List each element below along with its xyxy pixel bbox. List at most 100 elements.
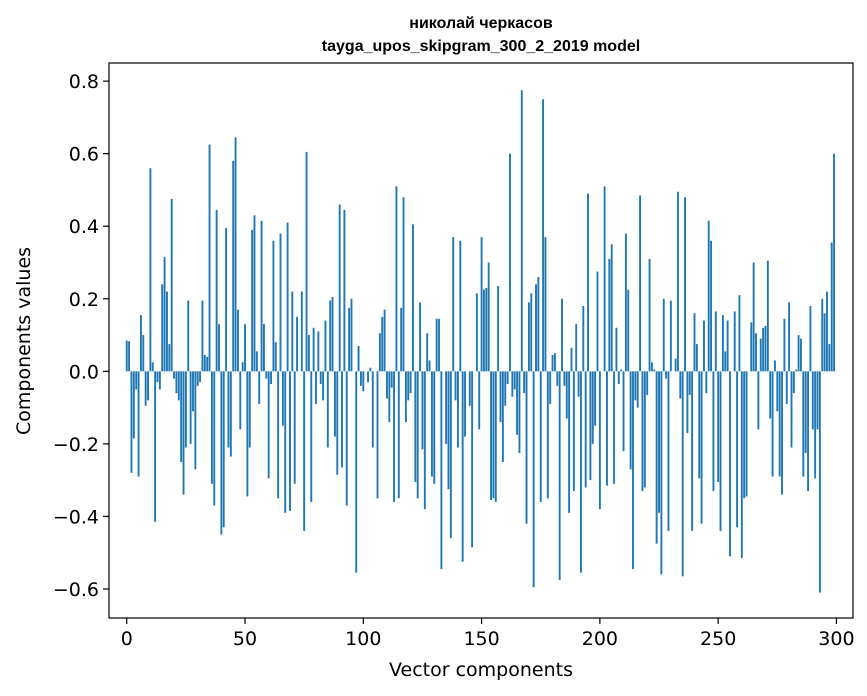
- bar-166: [518, 371, 521, 453]
- bar-257: [733, 311, 736, 372]
- bar-19: [170, 199, 173, 372]
- x-tick-label: 50: [233, 628, 257, 650]
- x-tick-label: 0: [121, 628, 133, 650]
- bar-95: [350, 298, 353, 372]
- y-tick-label: 0.6: [69, 144, 99, 166]
- bar-176: [542, 99, 545, 372]
- bar-67: [284, 371, 287, 513]
- bar-168: [523, 371, 526, 394]
- bar-1: [128, 341, 131, 372]
- bar-127: [426, 333, 429, 372]
- bar-260: [740, 371, 743, 559]
- bar-21: [175, 371, 178, 394]
- bar-145: [468, 371, 471, 406]
- bar-261: [743, 371, 746, 499]
- bar-76: [305, 151, 308, 372]
- bar-113: [393, 371, 396, 502]
- bar-61: [270, 371, 272, 385]
- bar-287: [804, 371, 807, 453]
- bar-94: [348, 307, 351, 372]
- bar-159: [501, 371, 504, 463]
- bar-110: [386, 371, 388, 399]
- bar-234: [679, 371, 682, 399]
- bar-104: [371, 371, 374, 448]
- bar-2: [130, 371, 133, 473]
- bar-78: [310, 371, 313, 502]
- bar-264: [750, 322, 753, 372]
- bar-81: [317, 331, 320, 372]
- bar-271: [766, 260, 769, 372]
- bar-219: [643, 371, 646, 488]
- bar-49: [241, 362, 244, 372]
- y-axis-label: Components values: [13, 247, 35, 435]
- bar-62: [272, 240, 275, 372]
- bar-155: [492, 371, 495, 499]
- bar-293: [818, 371, 821, 593]
- bar-71: [293, 371, 296, 484]
- bar-152: [485, 287, 488, 372]
- bar-48: [239, 371, 242, 430]
- bar-153: [487, 262, 490, 372]
- bar-70: [291, 291, 294, 372]
- bar-199: [596, 271, 599, 372]
- bar-204: [608, 258, 611, 372]
- bar-278: [783, 318, 786, 372]
- bar-289: [809, 306, 812, 372]
- bar-128: [428, 360, 431, 372]
- bar-150: [480, 237, 483, 372]
- bar-267: [757, 371, 760, 430]
- bar-33: [203, 355, 206, 372]
- bar-87: [331, 296, 334, 372]
- bar-58: [263, 324, 265, 372]
- bar-115: [397, 371, 400, 499]
- bar-276: [778, 371, 781, 477]
- bar-23: [180, 371, 183, 463]
- bars-group: [125, 90, 836, 593]
- bar-249: [714, 311, 717, 372]
- bar-141: [459, 240, 462, 372]
- bar-12: [154, 371, 157, 522]
- bar-210: [622, 371, 625, 452]
- bar-281: [790, 371, 793, 448]
- bar-142: [461, 371, 464, 562]
- bar-132: [438, 318, 440, 372]
- bar-116: [400, 307, 403, 372]
- bar-237: [686, 371, 689, 433]
- bar-60: [267, 371, 270, 479]
- bar-218: [641, 371, 644, 492]
- bar-126: [423, 371, 426, 510]
- bar-185: [563, 371, 566, 386]
- bar-17: [166, 291, 168, 372]
- bar-197: [591, 371, 594, 444]
- bar-282: [792, 371, 795, 394]
- bar-163: [511, 371, 514, 397]
- bar-90: [338, 204, 341, 372]
- bar-74: [300, 291, 303, 372]
- bar-160: [504, 371, 507, 406]
- bar-14: [158, 371, 161, 390]
- bar-209: [620, 369, 623, 372]
- bar-55: [255, 351, 258, 372]
- bar-35: [208, 144, 211, 372]
- bar-138: [452, 237, 455, 372]
- bar-6: [139, 315, 142, 372]
- bar-230: [669, 300, 672, 372]
- bar-86: [329, 300, 332, 372]
- bar-208: [617, 371, 620, 385]
- bar-99: [360, 371, 362, 386]
- bar-10: [149, 168, 152, 372]
- bar-26: [187, 300, 190, 372]
- bar-254: [726, 320, 729, 372]
- bar-236: [684, 197, 686, 372]
- bar-239: [691, 371, 694, 531]
- bar-54: [253, 215, 256, 372]
- bar-108: [381, 316, 384, 372]
- bar-179: [549, 371, 552, 404]
- bar-270: [764, 325, 767, 372]
- bar-156: [494, 371, 497, 502]
- bar-268: [759, 338, 762, 372]
- bar-186: [565, 371, 568, 419]
- bar-30: [196, 371, 199, 386]
- bar-286: [802, 371, 805, 477]
- bar-216: [636, 371, 639, 408]
